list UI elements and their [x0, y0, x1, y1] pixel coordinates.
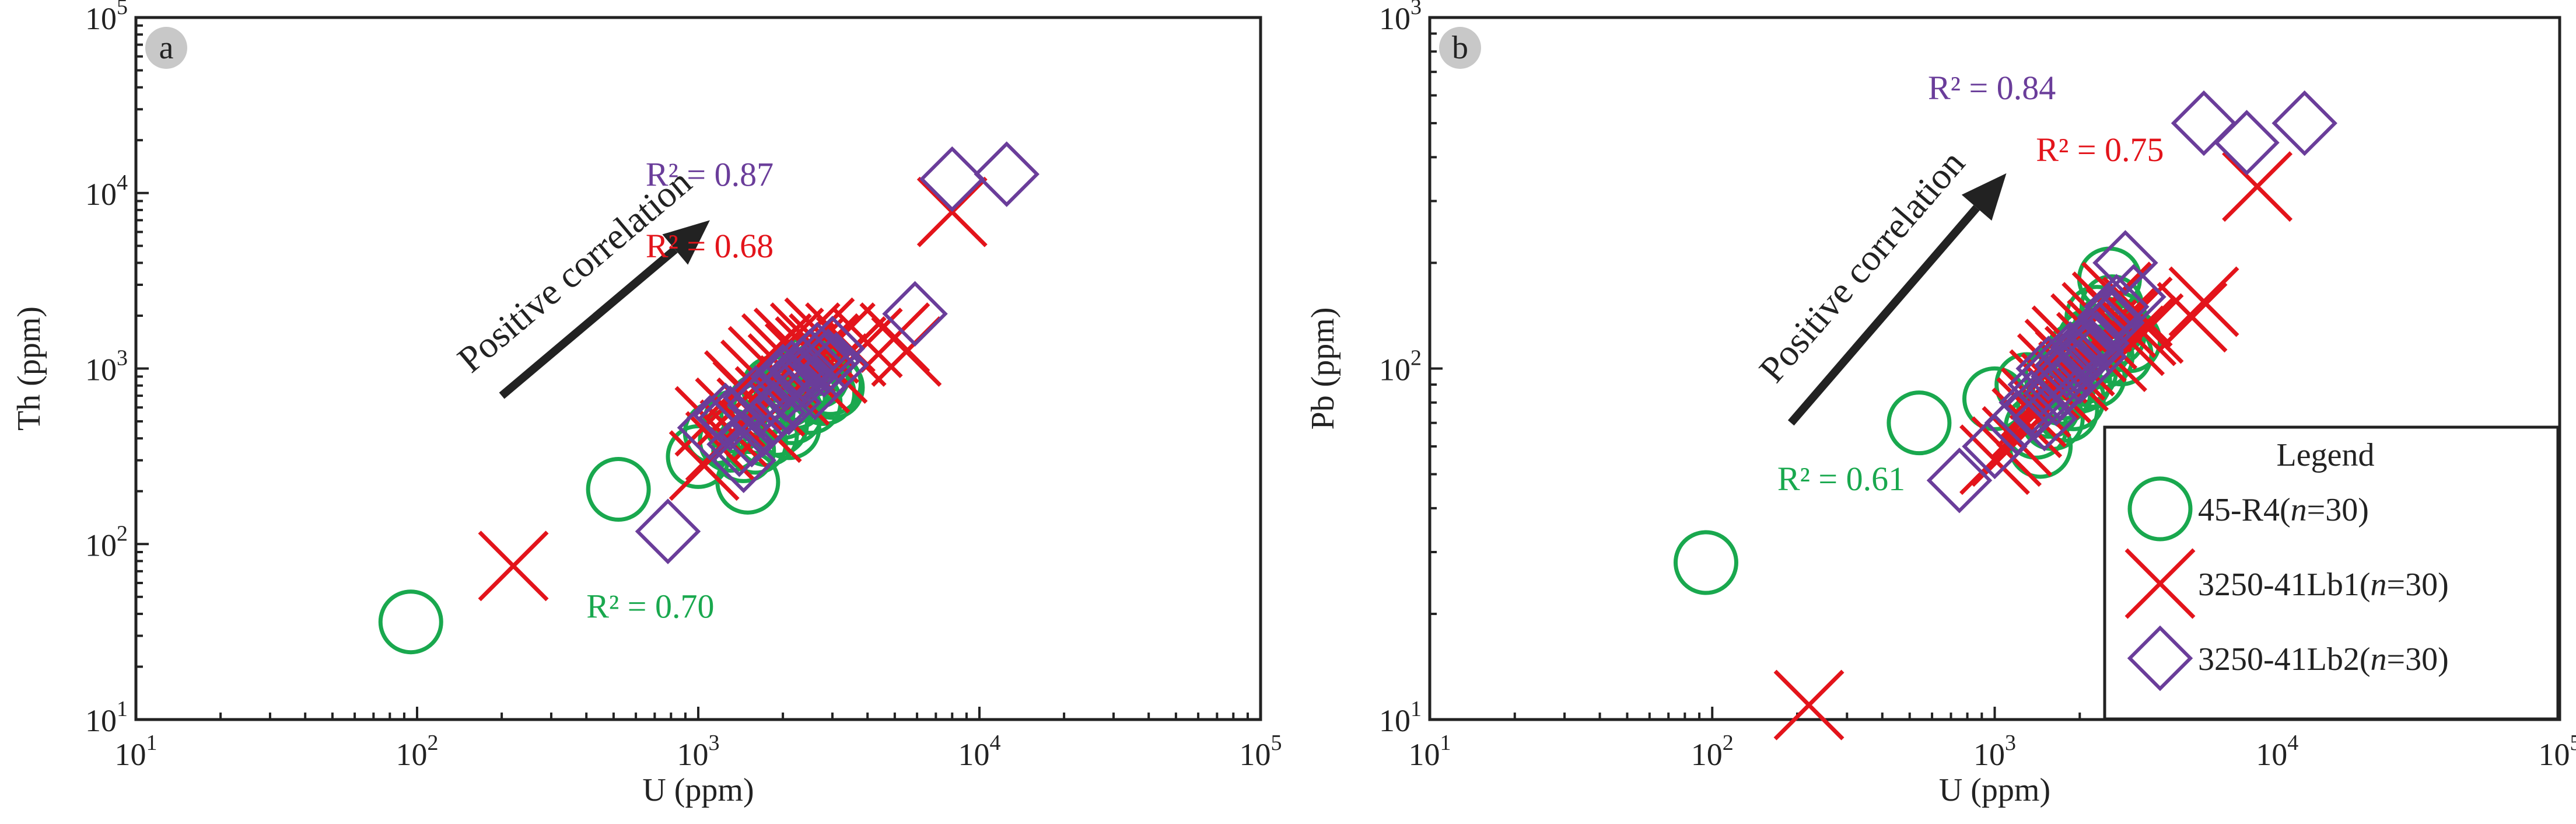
panel-badge — [145, 27, 187, 69]
cross-marker — [2168, 266, 2239, 337]
diamond-marker — [764, 346, 830, 412]
correlation-arrow-shaft — [499, 246, 678, 399]
diamond-marker — [974, 141, 1040, 207]
diamond-marker — [2214, 110, 2280, 176]
panel-a: 101 102 103 104 105 101 102 103 104 105 U (ppm) Th … — [11, 0, 1282, 808]
x-tick-label: 101 — [115, 731, 158, 772]
x-tick-label: 102 — [396, 731, 439, 772]
diamond-marker — [2079, 289, 2145, 356]
panel-label: a — [159, 30, 174, 66]
diamond-icon — [2127, 625, 2193, 692]
y-tick-label: 103 — [1379, 0, 1422, 36]
legend-label: 3250-41Lb1(n=30) — [2198, 567, 2449, 603]
r2-label: R² = 0.70 — [586, 588, 714, 626]
legend-title: Legend — [2277, 437, 2375, 473]
diamond-marker — [2171, 90, 2237, 156]
y-tick-label: 101 — [1379, 697, 1422, 738]
y-axis-title: Pb (ppm) — [1305, 308, 1341, 430]
diamond-marker — [706, 411, 772, 477]
x-tick-label: 105 — [2539, 731, 2576, 772]
diamond-marker — [2092, 230, 2158, 296]
diamond-marker — [2034, 333, 2100, 399]
legend: Legend 45-R4(n=30) 3250-41Lb1(n=30) 3250-41… — [2103, 425, 2560, 721]
legend-label: 3250-41Lb2(n=30) — [2198, 641, 2449, 678]
diamond-marker — [2047, 338, 2113, 405]
cross-marker — [916, 176, 988, 247]
diamond-marker — [2084, 274, 2150, 340]
annotation-text: Positive correlation — [450, 161, 699, 380]
cross-marker — [2157, 282, 2228, 353]
diamond-marker — [2077, 284, 2143, 350]
diamond-marker — [635, 498, 701, 564]
arrow-head-icon — [662, 220, 710, 265]
diamond-marker — [692, 382, 758, 449]
diamond-marker — [2003, 373, 2069, 439]
circle-marker — [1673, 530, 1738, 595]
y-tick-label: 105 — [85, 0, 128, 36]
r2-label: R² = 0.84 — [1928, 69, 2056, 107]
x-tick-label: 103 — [677, 731, 720, 772]
cross-marker — [1773, 669, 1845, 741]
circle-marker — [586, 456, 651, 522]
circle-marker — [1887, 390, 1952, 456]
x-tick-label: 104 — [2256, 731, 2298, 772]
diamond-marker — [1962, 413, 2028, 480]
y-tick-label: 103 — [85, 346, 128, 387]
diamond-marker — [919, 146, 985, 212]
x-axis-title: U (ppm) — [642, 772, 754, 808]
x-axis-title: U (ppm) — [1939, 772, 2050, 808]
diamond-marker — [2101, 264, 2166, 330]
diamond-marker — [2059, 318, 2124, 385]
cross-marker — [478, 530, 549, 602]
diamond-marker — [803, 331, 870, 398]
diamond-marker — [2064, 310, 2130, 376]
y-tick-label: 102 — [85, 521, 128, 563]
y-tick-label: 102 — [1379, 346, 1422, 387]
x-tick-label: 103 — [1973, 731, 2016, 772]
r2-label: R² = 0.75 — [2036, 131, 2164, 169]
diamond-marker — [784, 322, 850, 387]
circle-marker — [715, 449, 780, 515]
diamond-marker — [723, 365, 789, 431]
legend-label: 45-R4(n=30) — [2198, 492, 2369, 528]
y-axis-title: Th (ppm) — [11, 306, 47, 431]
series-3250-41Lb2 — [635, 141, 1040, 564]
x-tick-label: 101 — [1409, 731, 1451, 772]
circle-marker — [378, 589, 443, 655]
diamond-marker — [1926, 447, 1993, 514]
annotation-text: Positive correlation — [1751, 142, 1973, 390]
circle-icon — [2127, 476, 2193, 542]
cross-icon — [2124, 548, 2196, 619]
cross-marker — [2222, 151, 2293, 222]
r2-label: R² = 0.61 — [1777, 460, 1905, 498]
panel-label: b — [1452, 30, 1468, 66]
r2-label: R² = 0.87 — [646, 155, 774, 193]
series-3250-41Lb2 — [1926, 90, 2337, 514]
diamond-marker — [677, 394, 743, 461]
r2-label: R² = 0.68 — [646, 227, 774, 265]
arrow-head-icon — [1961, 173, 2007, 221]
x-tick-label: 102 — [1691, 731, 1734, 772]
x-tick-label: 105 — [1240, 731, 1282, 772]
diamond-marker — [2272, 90, 2337, 156]
diamond-marker — [882, 281, 948, 347]
diamond-marker — [782, 354, 848, 421]
x-tick-label: 104 — [958, 731, 1001, 772]
panel-badge — [1439, 27, 1481, 69]
y-tick-label: 101 — [85, 697, 128, 738]
y-tick-label: 104 — [85, 170, 128, 212]
diamond-marker — [795, 328, 862, 394]
correlation-arrow-shaft — [1787, 205, 1980, 426]
